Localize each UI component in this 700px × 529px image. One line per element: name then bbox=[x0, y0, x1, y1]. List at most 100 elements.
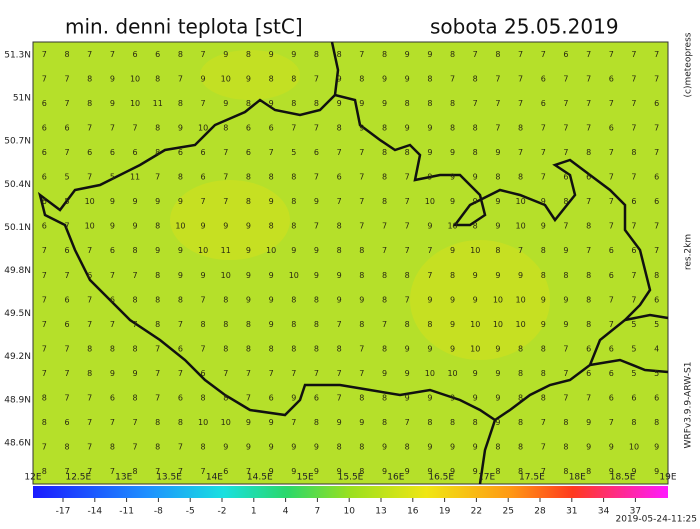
temp-value: 9 bbox=[110, 222, 115, 231]
temp-value: 8 bbox=[473, 418, 478, 427]
temp-value: 7 bbox=[87, 173, 92, 182]
temp-value: 9 bbox=[291, 443, 296, 452]
temp-value: 8 bbox=[495, 246, 500, 255]
temp-value: 7 bbox=[201, 99, 206, 108]
colorbar-label: 22 bbox=[471, 507, 482, 517]
temp-value: 9 bbox=[654, 467, 659, 476]
temp-value: 8 bbox=[382, 123, 387, 132]
temp-value: 9 bbox=[246, 74, 251, 83]
temp-value: 9 bbox=[609, 467, 614, 476]
temp-value: 9 bbox=[518, 271, 523, 280]
temp-value: 7 bbox=[87, 394, 92, 403]
temp-value: 8 bbox=[359, 394, 364, 403]
warm-patch bbox=[410, 240, 550, 360]
temp-value: 9 bbox=[495, 418, 500, 427]
temp-value: 9 bbox=[337, 467, 342, 476]
temp-value: 5 bbox=[631, 320, 636, 329]
temp-value: 7 bbox=[654, 50, 659, 59]
temp-value: 7 bbox=[269, 148, 274, 157]
temp-value: 8 bbox=[382, 295, 387, 304]
temp-value: 7 bbox=[541, 173, 546, 182]
temp-value: 7 bbox=[495, 74, 500, 83]
temp-value: 7 bbox=[518, 99, 523, 108]
temp-value: 8 bbox=[563, 271, 568, 280]
temp-value: 7 bbox=[405, 295, 410, 304]
temp-value: 7 bbox=[64, 344, 69, 353]
temp-value: 9 bbox=[631, 467, 636, 476]
temp-value: 9 bbox=[427, 173, 432, 182]
temp-value: 8 bbox=[291, 197, 296, 206]
temp-value: 9 bbox=[473, 197, 478, 206]
temp-value: 6 bbox=[110, 148, 115, 157]
temp-value: 6 bbox=[42, 197, 47, 206]
colorbar-label: 1 bbox=[251, 507, 257, 517]
temp-value: 8 bbox=[518, 369, 523, 378]
temp-value: 8 bbox=[87, 99, 92, 108]
temp-value: 8 bbox=[518, 173, 523, 182]
temp-value: 8 bbox=[291, 222, 296, 231]
temp-value: 9 bbox=[405, 50, 410, 59]
temp-value: 8 bbox=[291, 320, 296, 329]
temp-value: 9 bbox=[201, 222, 206, 231]
temp-value: 9 bbox=[405, 123, 410, 132]
temp-value: 6 bbox=[314, 394, 319, 403]
temp-value: 7 bbox=[563, 369, 568, 378]
temp-value: 9 bbox=[133, 369, 138, 378]
temp-value: 6 bbox=[87, 271, 92, 280]
temp-value: 7 bbox=[87, 123, 92, 132]
temp-value: 7 bbox=[110, 467, 115, 476]
temp-value: 10 bbox=[266, 246, 276, 255]
temp-value: 6 bbox=[110, 295, 115, 304]
temp-value: 7 bbox=[359, 148, 364, 157]
lat-label: 51N bbox=[13, 94, 31, 104]
temp-value: 8 bbox=[64, 443, 69, 452]
temp-value: 9 bbox=[337, 418, 342, 427]
temp-value: 9 bbox=[473, 369, 478, 378]
temp-value: 9 bbox=[427, 394, 432, 403]
temp-value: 7 bbox=[337, 320, 342, 329]
temp-value: 8 bbox=[110, 443, 115, 452]
temp-value: 8 bbox=[563, 467, 568, 476]
temp-value: 9 bbox=[246, 271, 251, 280]
temp-value: 6 bbox=[246, 123, 251, 132]
temp-value: 9 bbox=[563, 295, 568, 304]
temp-value: 7 bbox=[246, 394, 251, 403]
temp-value: 9 bbox=[246, 418, 251, 427]
temp-value: 9 bbox=[269, 99, 274, 108]
temp-value: 10 bbox=[515, 222, 525, 231]
lon-label: 16E bbox=[387, 473, 404, 483]
temp-value: 9 bbox=[246, 443, 251, 452]
temp-value: 7 bbox=[495, 123, 500, 132]
temp-value: 8 bbox=[382, 173, 387, 182]
temp-value: 7 bbox=[609, 222, 614, 231]
temp-value: 8 bbox=[473, 148, 478, 157]
temp-value: 8 bbox=[473, 74, 478, 83]
temp-value: 7 bbox=[631, 295, 636, 304]
temp-value: 6 bbox=[609, 394, 614, 403]
temp-value: 7 bbox=[427, 271, 432, 280]
temp-value: 7 bbox=[291, 123, 296, 132]
temp-value: 7 bbox=[654, 246, 659, 255]
temp-value: 9 bbox=[495, 394, 500, 403]
temp-value: 9 bbox=[427, 344, 432, 353]
temp-value: 8 bbox=[155, 74, 160, 83]
temp-value: 9 bbox=[178, 246, 183, 255]
temp-value: 8 bbox=[586, 222, 591, 231]
lat-label: 50.4N bbox=[4, 180, 31, 190]
temp-value: 7 bbox=[42, 295, 47, 304]
temp-value: 7 bbox=[64, 467, 69, 476]
temp-value: 10 bbox=[447, 369, 457, 378]
temp-value: 7 bbox=[405, 222, 410, 231]
lat-label: 48.9N bbox=[4, 395, 31, 405]
temp-value: 7 bbox=[654, 148, 659, 157]
temp-value: 10 bbox=[85, 222, 95, 231]
temp-value: 7 bbox=[155, 467, 160, 476]
temp-value: 8 bbox=[382, 50, 387, 59]
temp-value: 8 bbox=[314, 418, 319, 427]
colorbar-label: -14 bbox=[87, 507, 102, 517]
temp-value: 8 bbox=[405, 148, 410, 157]
temp-value: 8 bbox=[563, 418, 568, 427]
temp-value: 7 bbox=[64, 394, 69, 403]
temp-value: 9 bbox=[405, 394, 410, 403]
temp-value: 8 bbox=[382, 344, 387, 353]
